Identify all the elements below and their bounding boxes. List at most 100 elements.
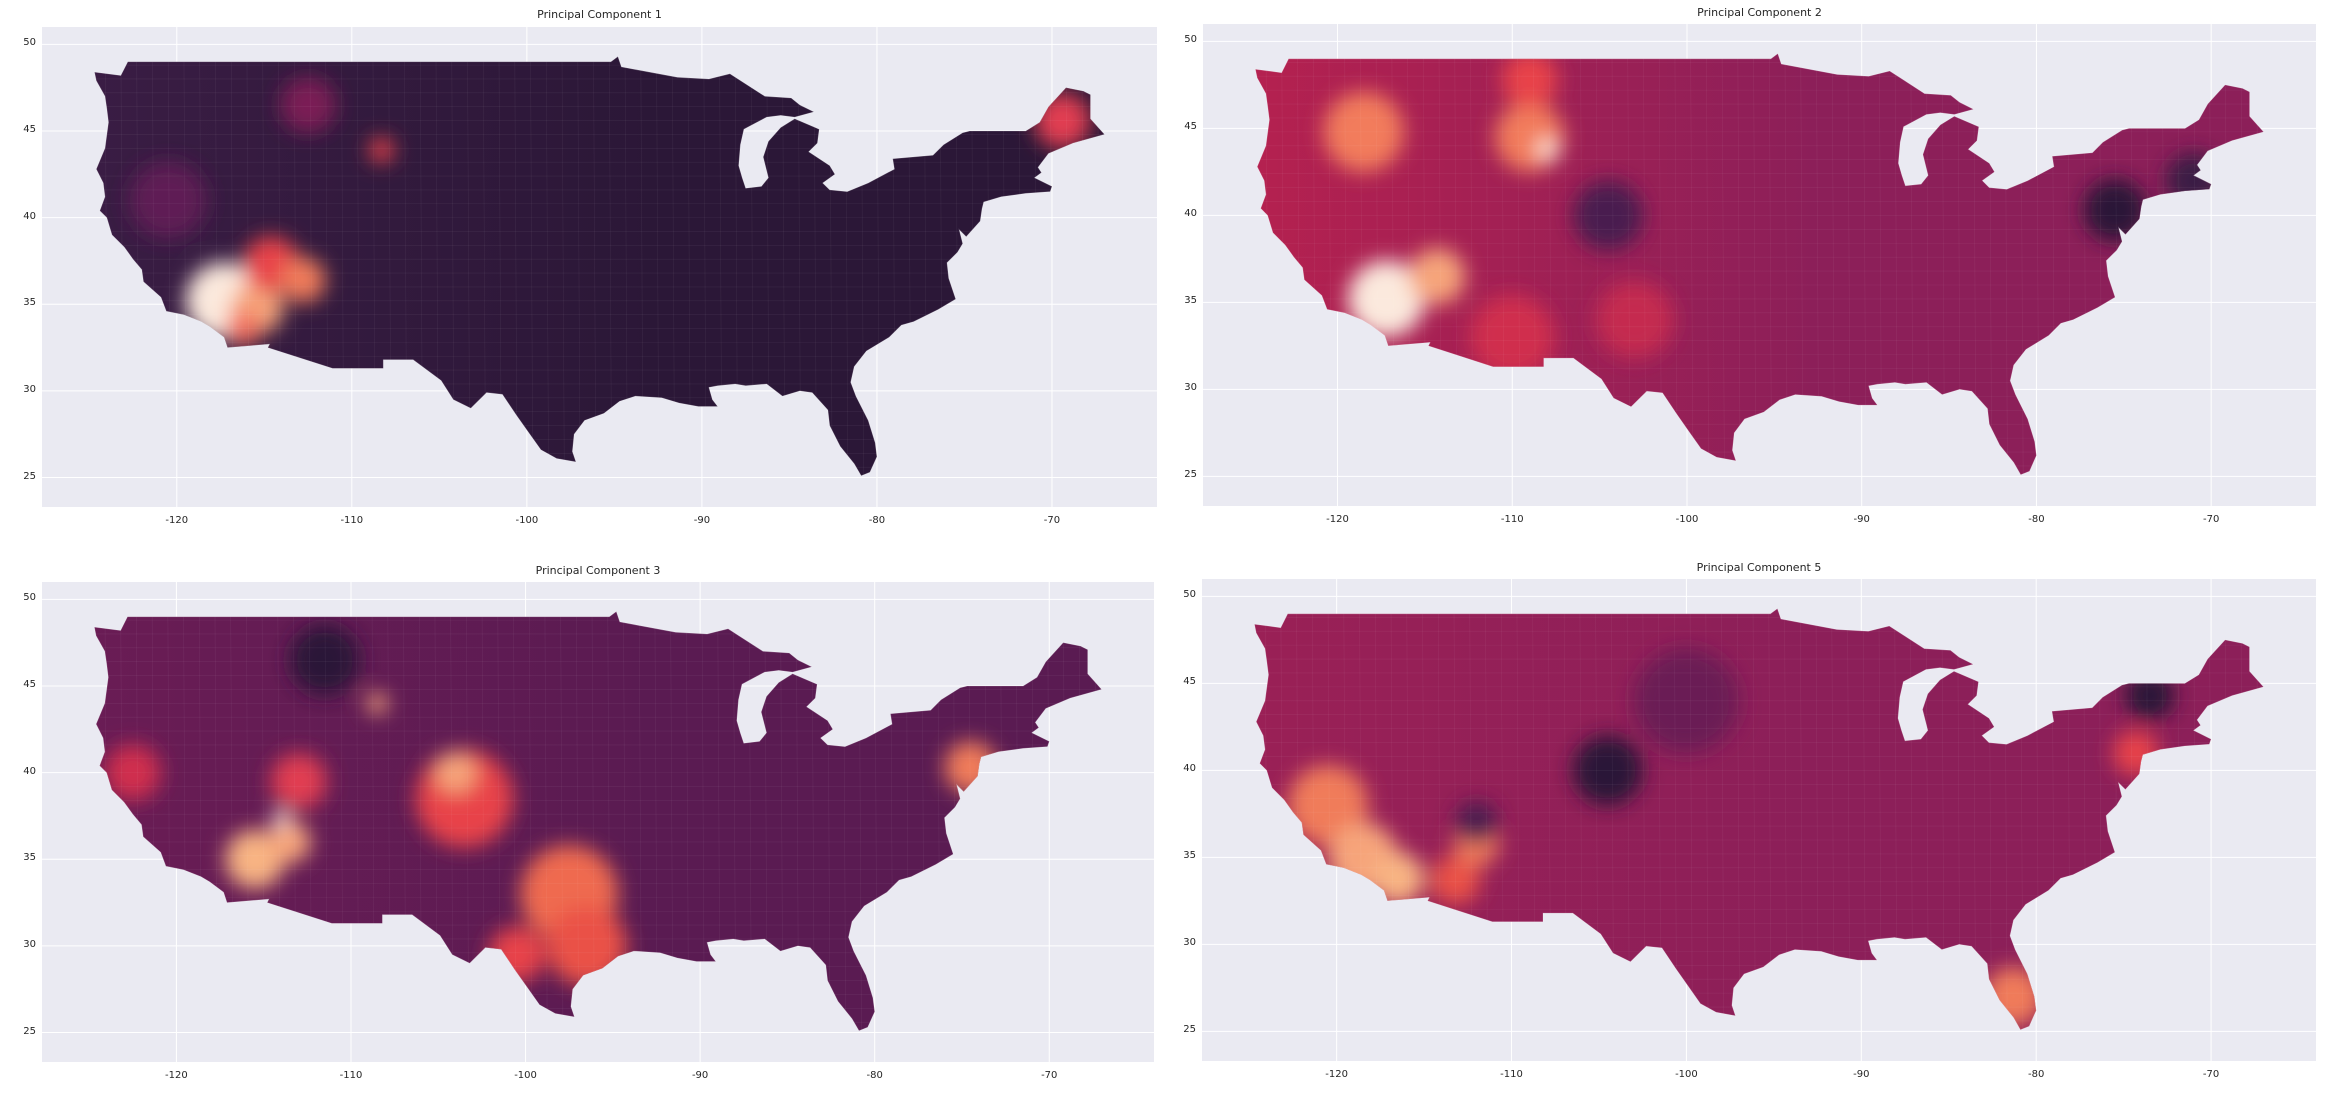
region-hotspot <box>2165 152 2222 209</box>
x-tick-label: -100 <box>514 1070 537 1081</box>
x-tick-label: -110 <box>340 515 364 526</box>
us-counties <box>94 56 1105 476</box>
region-hotspot <box>1348 260 1425 338</box>
x-tick-label: -110 <box>1500 514 1524 525</box>
y-tick-label: 45 <box>23 123 36 135</box>
x-tick-label: -110 <box>339 1070 363 1081</box>
y-tick-label: 35 <box>1184 295 1197 307</box>
region-hotspot <box>434 751 477 794</box>
y-tick-label: 40 <box>1183 763 1196 775</box>
x-tick-label: -90 <box>1853 514 1870 525</box>
choropleth-map <box>1202 579 2316 1061</box>
map-base-fill <box>1254 608 2264 1030</box>
y-tick-label: 40 <box>23 765 36 777</box>
map-base-fill <box>94 611 1102 1031</box>
x-tick-label: -70 <box>1043 515 1061 526</box>
choropleth-map <box>1203 24 2316 506</box>
x-tick-label: -70 <box>1041 1070 1058 1081</box>
region-hotspot <box>366 692 388 714</box>
map-plot-area <box>1203 24 2316 506</box>
y-tick-label: 45 <box>1183 676 1196 688</box>
y-tick-label: 45 <box>23 678 36 690</box>
region-hotspot <box>280 257 326 303</box>
region-hotspot <box>1572 735 1643 806</box>
region-hotspot <box>129 161 207 239</box>
region-hotspot <box>2125 671 2175 721</box>
region-hotspot <box>225 311 261 347</box>
y-tick-label: 50 <box>23 592 36 604</box>
region-hotspot <box>272 810 290 829</box>
region-hotspot <box>2083 178 2147 242</box>
y-tick-label: 50 <box>1183 589 1196 601</box>
y-tick-label: 25 <box>23 470 36 482</box>
us-counties <box>94 611 1102 1031</box>
x-tick-label: -90 <box>1853 1069 1870 1080</box>
y-tick-label: 30 <box>23 938 36 950</box>
y-tick-label: 40 <box>1184 208 1197 220</box>
y-tick-label: 30 <box>1183 937 1196 949</box>
us-outline <box>93 610 1103 1032</box>
x-tick-label: -120 <box>1326 514 1349 525</box>
region-hotspot <box>1573 180 1644 251</box>
region-hotspot <box>1371 852 1425 905</box>
us-outline <box>1254 52 2265 476</box>
x-tick-label: -120 <box>165 515 189 526</box>
region-hotspot <box>2113 730 2159 776</box>
region-hotspot <box>1470 295 1555 380</box>
region-hotspot <box>369 137 394 163</box>
panel-title: Principal Component 1 <box>537 8 662 21</box>
x-tick-label: -80 <box>868 515 886 526</box>
region-hotspot <box>1455 801 1498 844</box>
region-hotspot <box>270 753 327 810</box>
map-plot-area <box>42 582 1154 1062</box>
region-hotspot <box>104 744 161 801</box>
x-tick-label: -90 <box>691 1070 709 1081</box>
panel-title: Principal Component 3 <box>535 564 661 577</box>
choropleth-map <box>42 27 1157 507</box>
panel-title: Principal Component 5 <box>1696 561 1822 574</box>
x-tick-label: -80 <box>2028 514 2045 525</box>
choropleth-map <box>42 582 1154 1062</box>
y-tick-label: 30 <box>1184 382 1197 394</box>
panel-title: Principal Component 2 <box>1697 6 1822 19</box>
y-tick-label: 25 <box>23 1025 36 1037</box>
region-hotspot <box>268 820 311 863</box>
x-tick-label: -80 <box>866 1070 883 1081</box>
region-hotspot <box>1596 281 1674 359</box>
region-hotspot <box>1409 248 1466 305</box>
us-outline <box>1254 607 2265 1031</box>
y-tick-label: 35 <box>23 852 36 864</box>
x-tick-label: -100 <box>515 515 539 526</box>
x-tick-label: -90 <box>693 515 711 526</box>
x-tick-label: -120 <box>165 1070 188 1081</box>
region-hotspot <box>280 76 337 133</box>
x-tick-label: -110 <box>1500 1069 1523 1080</box>
y-tick-label: 25 <box>1184 469 1197 481</box>
x-tick-label: -70 <box>2202 514 2220 525</box>
region-hotspot <box>1494 102 1565 173</box>
y-tick-label: 35 <box>1183 850 1196 862</box>
region-hotspot <box>488 926 545 983</box>
y-tick-label: 30 <box>23 383 36 395</box>
y-tick-label: 40 <box>23 210 36 222</box>
x-tick-label: -100 <box>1675 514 1699 525</box>
region-hotspot <box>1287 764 1369 846</box>
y-tick-label: 50 <box>23 37 36 49</box>
us-counties <box>1255 53 2264 475</box>
us-outline <box>93 55 1106 477</box>
region-hotspot <box>289 625 360 695</box>
y-tick-label: 45 <box>1184 121 1197 133</box>
region-hotspot <box>1431 855 1481 905</box>
region-hotspot <box>944 741 997 794</box>
x-tick-label: -70 <box>2202 1069 2220 1080</box>
x-tick-label: -120 <box>1325 1069 1348 1080</box>
x-tick-label: -100 <box>1675 1069 1698 1080</box>
region-hotspot <box>1633 648 1739 754</box>
us-counties <box>1254 608 2264 1030</box>
map-plot-area <box>42 27 1157 507</box>
x-tick-label: -80 <box>2028 1069 2045 1080</box>
y-tick-label: 25 <box>1183 1024 1196 1036</box>
y-tick-label: 50 <box>1184 34 1197 46</box>
y-tick-label: 35 <box>23 297 36 309</box>
region-hotspot <box>1536 138 1558 160</box>
